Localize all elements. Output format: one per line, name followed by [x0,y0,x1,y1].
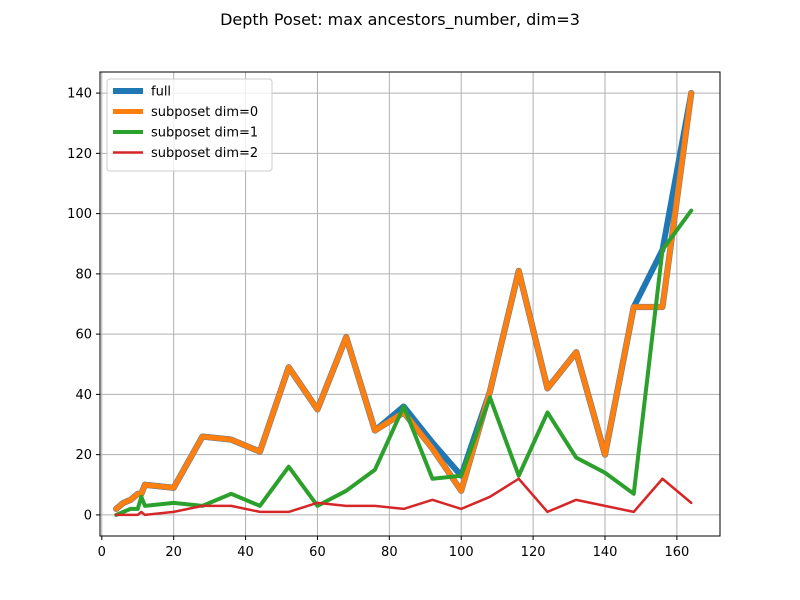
x-tick-label: 100 [449,545,474,560]
x-tick-label: 60 [309,545,326,560]
legend-box [106,78,273,172]
legend-label: subposet dim=2 [151,146,258,161]
y-tick-label: 80 [75,267,92,282]
chart-title: Depth Poset: max ancestors_number, dim=3 [220,10,580,30]
series-line-subposet-dim-1 [114,208,694,517]
legend: full subposet dim=0 subposet dim=1 subposet… [106,78,273,172]
axis-ticks: 0 20 40 60 80 100 120 140 160 0 20 40 60 80 100 120 140 [67,87,689,560]
x-tick-label: 140 [593,545,618,560]
legend-label: subposet dim=1 [151,126,258,141]
x-tick-label: 0 [98,545,106,560]
y-tick-label: 100 [67,207,92,222]
x-tick-label: 20 [165,545,182,560]
y-tick-label: 40 [75,388,92,403]
y-tick-label: 140 [67,87,92,102]
x-tick-label: 120 [521,545,546,560]
series-line-subposet-dim-0 [113,90,694,512]
x-tick-label: 80 [381,545,398,560]
legend-label: subposet dim=0 [151,105,258,120]
plot-frame [99,71,721,537]
legend-label: full [151,85,171,100]
y-tick-label: 60 [75,328,92,343]
y-tick-label: 0 [84,508,92,523]
y-tick-label: 120 [67,147,92,162]
x-tick-label: 160 [664,545,689,560]
series-line-subposet-dim-2 [114,477,693,517]
x-tick-label: 40 [237,545,254,560]
series-lines [113,89,695,517]
y-tick-label: 20 [75,448,92,463]
